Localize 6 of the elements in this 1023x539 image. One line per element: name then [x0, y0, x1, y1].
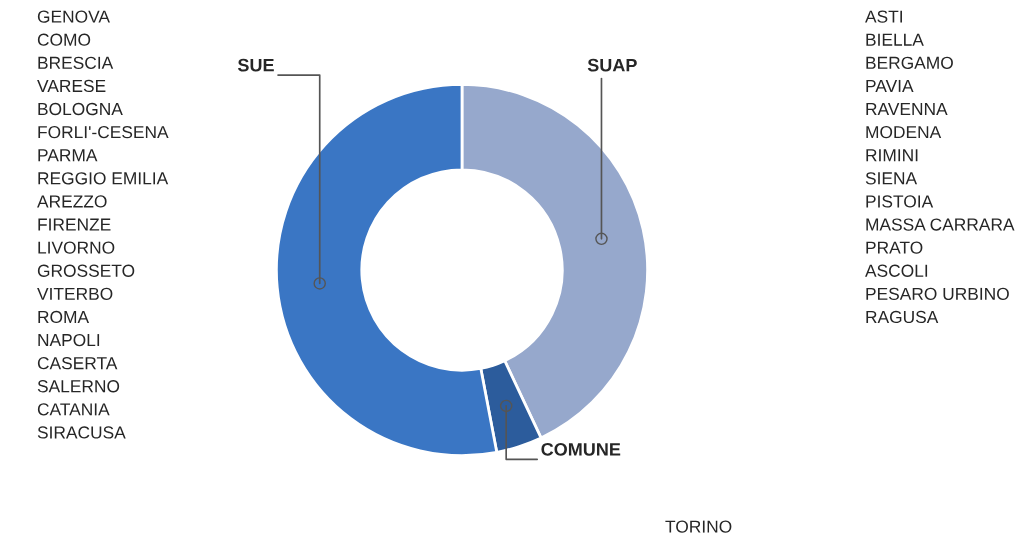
text: ASTI BIELLA BERGAMO PAVIA RAVENNA MODENA RIMINI SIENA PISTOIA MASSA CARRARA PRATO ASCOLI PESARO URBINO RAGUSA: [865, 10, 1015, 324]
slice-label: SUE: [237, 58, 274, 72]
text: TORINO: [665, 520, 732, 533]
text: GENOVA COMO BRESCIA VARESE BOLOGNA FORLI'-CESENA PARMA REGGIO EMILIA AREZZO FIRENZE LIVORNO GROSSETO VITERBO ROMA NAPOLI CASERTA SALERNO CATANIA SIRACUSA: [37, 10, 169, 439]
slice-label: SUAP: [587, 58, 637, 72]
slice-label: COMUNE: [541, 442, 621, 456]
